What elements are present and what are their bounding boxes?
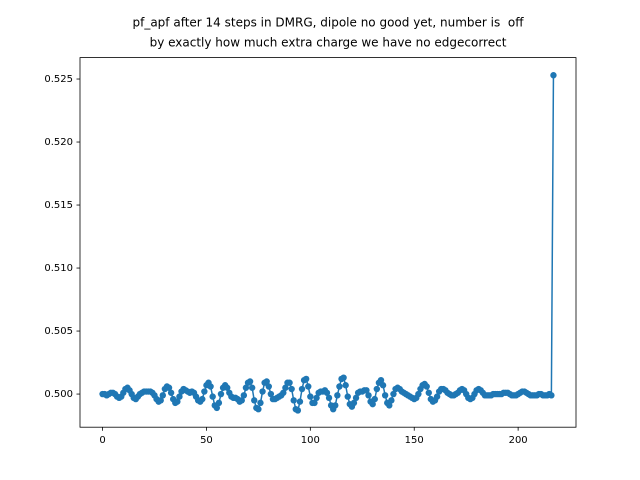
data-point [251,397,258,404]
chart-title: by exactly how much extra charge we have… [150,36,507,50]
x-tick-label: 50 [200,435,213,446]
data-point [282,384,289,391]
data-point [423,383,430,390]
data-point [350,399,358,407]
data-point [363,387,370,394]
y-tick-label: 0.510 [44,263,73,274]
chart-title: pf_apf after 14 steps in DMRG, dipole no… [132,16,524,30]
data-point [263,378,270,385]
data-point [307,393,314,400]
y-tick-label: 0.505 [44,326,73,337]
data-point [548,392,555,399]
data-point [265,383,272,390]
data-point [377,376,385,384]
data-point [332,402,339,409]
data-point [344,393,351,400]
data-point [371,395,378,403]
data-point [373,385,381,393]
data-point [336,383,343,390]
x-tick-label: 0 [99,435,105,446]
data-point [267,390,275,398]
data-point [305,383,312,390]
data-point [242,384,250,391]
data-point [433,393,441,400]
data-point [213,404,221,412]
data-point [388,397,395,404]
data-point [302,375,310,383]
data-point [340,374,347,381]
data-point [550,72,557,79]
x-tick-label: 150 [405,435,424,446]
data-point [334,392,341,399]
data-point [240,392,248,399]
data-point [365,392,372,399]
data-point [288,385,295,393]
data-point [296,398,304,405]
data-point [174,398,181,405]
data-point [352,394,360,402]
data-point [280,389,287,396]
data-point [325,394,333,402]
data-point [159,392,167,399]
data-point [209,393,216,400]
data-point [369,400,376,408]
data-point [298,385,306,393]
data-point [165,384,173,391]
data-point [201,388,208,395]
data-point [238,397,245,404]
data-point [386,402,393,409]
data-point [199,395,206,403]
data-point [379,382,387,389]
data-point [257,399,264,407]
x-tick-label: 100 [301,435,320,446]
data-point [157,397,164,404]
x-tick-label: 200 [509,435,528,446]
y-tick-label: 0.515 [44,200,73,211]
data-point [248,384,256,391]
data-point [313,394,320,402]
data-point [246,378,254,385]
y-tick-label: 0.520 [44,137,73,148]
data-point [167,389,175,396]
data-point [176,393,183,400]
y-tick-label: 0.525 [44,74,73,85]
data-point [425,389,432,396]
data-point [311,399,318,407]
data-point [390,390,397,398]
data-point [217,390,225,398]
data-point [294,407,302,414]
data-point [259,388,266,395]
data-point [290,397,297,404]
data-point [323,389,331,396]
data-point [342,382,349,389]
data-point [207,383,214,390]
data-point [255,405,262,413]
data-point [381,392,389,399]
data-point [215,399,223,407]
data-point [224,384,231,391]
y-tick-label: 0.500 [44,389,73,400]
data-point [286,379,293,386]
plot-frame [79,57,577,428]
data-point [415,390,422,398]
